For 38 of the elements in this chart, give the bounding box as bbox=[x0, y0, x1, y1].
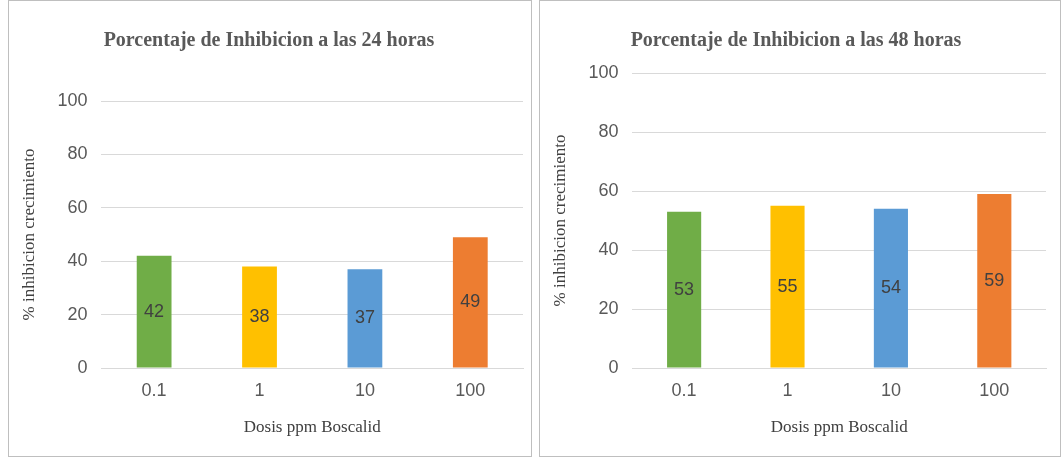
bar bbox=[242, 266, 277, 368]
y-tick-label: 80 bbox=[598, 120, 619, 141]
x-tick-label: 0.1 bbox=[141, 379, 167, 400]
data-label: 55 bbox=[777, 275, 798, 296]
y-tick-label: 40 bbox=[67, 250, 88, 271]
x-tick-label: 10 bbox=[354, 379, 375, 400]
x-tick-label: 100 bbox=[979, 379, 1010, 400]
y-tick-label: 20 bbox=[67, 303, 88, 324]
data-label: 38 bbox=[249, 305, 270, 326]
y-tick-label: 60 bbox=[598, 179, 619, 200]
y-tick-label: 80 bbox=[67, 143, 88, 164]
x-tick-label: 1 bbox=[782, 379, 793, 400]
bar bbox=[136, 255, 172, 368]
x-axis-title: Dosis ppm Boscalid bbox=[770, 417, 909, 437]
y-tick-label: 20 bbox=[598, 297, 619, 318]
chart-title: Porcentaje de Inhibicion a las 24 horas bbox=[103, 28, 435, 52]
data-label: 37 bbox=[354, 307, 375, 328]
y-axis-title: % inhibicion crecimiento bbox=[549, 134, 569, 307]
y-axis-title: % inhibicion crecimiento bbox=[18, 148, 38, 321]
data-label: 49 bbox=[460, 291, 481, 312]
y-tick-label: 40 bbox=[598, 238, 619, 259]
data-label: 42 bbox=[144, 300, 165, 321]
data-label: 59 bbox=[984, 269, 1005, 290]
x-tick-label: 1 bbox=[254, 379, 265, 400]
x-tick-label: 100 bbox=[455, 379, 486, 400]
y-tick-label: 0 bbox=[77, 356, 88, 377]
y-tick-label: 100 bbox=[57, 89, 88, 110]
y-tick-label: 60 bbox=[67, 196, 88, 217]
data-label: 54 bbox=[880, 277, 901, 298]
data-label: 53 bbox=[674, 278, 695, 299]
x-tick-label: 10 bbox=[880, 379, 901, 400]
x-axis-title: Dosis ppm Boscalid bbox=[243, 417, 382, 437]
bar bbox=[347, 269, 383, 368]
y-tick-label: 0 bbox=[608, 356, 619, 377]
x-tick-label: 0.1 bbox=[671, 379, 697, 400]
y-tick-label: 100 bbox=[588, 61, 619, 82]
bar bbox=[452, 237, 488, 368]
chart-title: Porcentaje de Inhibicion a las 48 horas bbox=[630, 28, 962, 52]
